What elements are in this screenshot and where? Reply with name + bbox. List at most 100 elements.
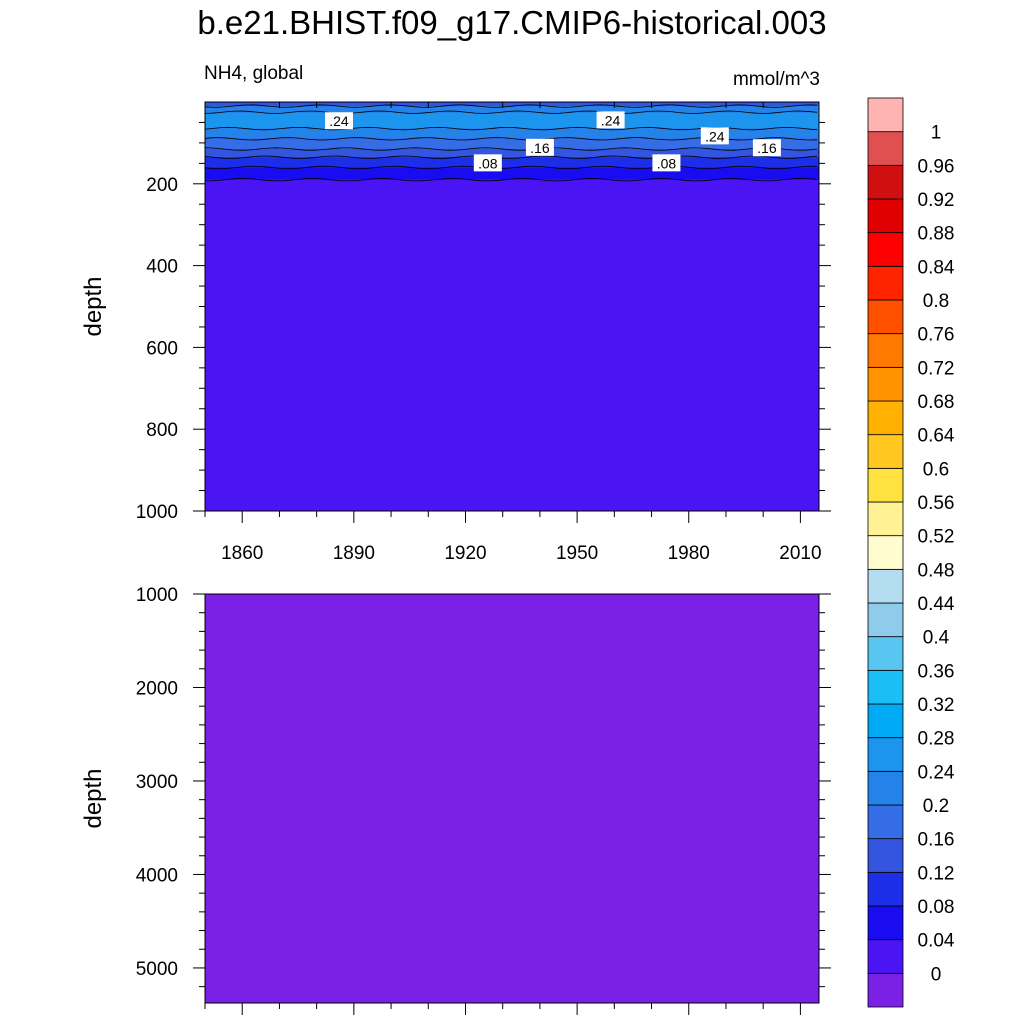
contour-label: .24 xyxy=(705,128,725,144)
colorbar-swatch xyxy=(867,535,904,570)
colorbar-label: 0.92 xyxy=(918,190,955,211)
contour-band xyxy=(205,106,819,113)
x-tick-label: 1920 xyxy=(444,543,486,564)
x-tick-label: 1860 xyxy=(221,543,263,564)
colorbar-label: 0.36 xyxy=(918,661,955,682)
y-tick-label: 200 xyxy=(146,175,178,196)
y-tick-label: 2000 xyxy=(136,678,178,699)
contour-label: .16 xyxy=(530,140,550,156)
colorbar-label: 0.96 xyxy=(918,156,955,177)
colorbar-swatch xyxy=(867,434,904,469)
contour-line xyxy=(204,165,818,170)
y-tick-label: 400 xyxy=(146,257,178,278)
colorbar-swatch xyxy=(867,467,904,503)
contour-band xyxy=(205,167,819,180)
y-tick-label: 1000 xyxy=(136,502,178,523)
colorbar-label: 0.48 xyxy=(918,560,955,581)
contour-label: .08 xyxy=(478,155,498,171)
colorbar-swatch xyxy=(867,265,904,301)
contour-line xyxy=(205,178,818,182)
chart-title: b.e21.BHIST.f09_g17.CMIP6-historical.003 xyxy=(197,4,827,41)
colorbar-label: 0.84 xyxy=(918,257,955,278)
lower-panel: 1000 2000 3000 4000 5000 depth xyxy=(80,585,831,1015)
contour-line xyxy=(204,104,818,108)
contour-label-box xyxy=(324,112,353,130)
colorbar-swatch xyxy=(867,972,904,1008)
colorbar-swatch xyxy=(867,366,904,402)
contour-band xyxy=(205,179,819,511)
contour-band xyxy=(205,157,819,168)
contour-label: .16 xyxy=(757,140,777,156)
contour-label-box xyxy=(473,154,502,172)
x-tick-label: 1980 xyxy=(668,543,710,564)
contour-line xyxy=(204,155,818,159)
contour-label-box xyxy=(596,111,625,129)
contour-label: .24 xyxy=(601,112,621,128)
colorbar: 1 0.96 0.92 0.88 0.84 0.8 0.76 0.72 0.68 0.64 0.6 0… xyxy=(867,97,955,1008)
colorbar-label: 0.28 xyxy=(918,729,955,750)
colorbar-swatch xyxy=(867,501,904,537)
colorbar-label: 0.68 xyxy=(918,392,955,413)
contour-label-box xyxy=(525,138,554,156)
contour-line xyxy=(204,147,818,151)
units-label: mmol/m^3 xyxy=(732,69,820,90)
contour-band xyxy=(205,138,819,150)
colorbar-label: 0.72 xyxy=(918,358,955,379)
contour-label-box xyxy=(752,139,781,157)
colorbar-label: 0.8 xyxy=(923,291,949,312)
x-tick-label: 1890 xyxy=(333,543,375,564)
contour-line xyxy=(204,110,818,114)
y-axis-label: depth xyxy=(80,276,107,336)
contour-label-box xyxy=(700,127,729,145)
x-tick-label: 1950 xyxy=(556,543,598,564)
colorbar-label: 0 xyxy=(931,964,942,985)
colorbar-swatch xyxy=(867,804,904,840)
colorbar-label: 0.56 xyxy=(918,493,955,514)
colorbar-swatch xyxy=(867,737,904,772)
contour-label: .08 xyxy=(657,155,677,171)
colorbar-label: 0.4 xyxy=(923,628,950,649)
colorbar-label: 0.08 xyxy=(918,897,955,918)
contour-label: .24 xyxy=(329,113,349,129)
y-tick-label: 5000 xyxy=(136,959,178,980)
contour-band xyxy=(205,102,819,107)
colorbar-label: 0.16 xyxy=(918,830,955,851)
lower-frame xyxy=(204,593,820,1004)
colorbar-label: 1 xyxy=(931,123,942,144)
colorbar-swatch xyxy=(867,838,904,873)
contour-band xyxy=(205,112,819,129)
colorbar-swatch xyxy=(867,97,904,133)
colorbar-swatch xyxy=(867,400,904,436)
colorbar-swatch xyxy=(867,636,904,671)
colorbar-label: 0.12 xyxy=(918,863,955,884)
y-tick-label: 1000 xyxy=(136,585,178,606)
y-tick-label: 800 xyxy=(146,420,178,441)
contour-band xyxy=(205,128,819,139)
contour-band xyxy=(205,149,819,158)
colorbar-label: 0.2 xyxy=(923,796,949,817)
x-tick-label: 2010 xyxy=(779,543,821,564)
colorbar-label: 0.24 xyxy=(918,762,955,783)
colorbar-swatch xyxy=(867,669,904,705)
y-tick-label: 3000 xyxy=(136,772,178,793)
colorbar-swatch xyxy=(867,131,904,166)
colorbar-swatch xyxy=(867,871,904,907)
colorbar-swatch xyxy=(867,939,904,974)
y-axis-label: depth xyxy=(80,768,107,828)
colorbar-swatch xyxy=(867,232,904,267)
colorbar-swatch xyxy=(867,905,904,941)
colorbar-swatch xyxy=(867,770,904,806)
colorbar-swatch xyxy=(867,568,904,604)
colorbar-label: 0.04 xyxy=(918,931,955,952)
colorbar-label: 0.52 xyxy=(918,527,955,548)
colorbar-label: 0.32 xyxy=(918,695,955,716)
upper-panel: .24 .24 .24 .16 .16 .08 .08 200 400 600 800 1000 186… xyxy=(80,101,831,564)
colorbar-label: 0.64 xyxy=(918,426,955,447)
colorbar-swatch xyxy=(867,164,904,200)
colorbar-swatch xyxy=(867,198,904,234)
colorbar-label: 0.76 xyxy=(918,325,955,346)
colorbar-swatch xyxy=(867,333,904,368)
colorbar-swatch xyxy=(867,299,904,335)
y-tick-label: 4000 xyxy=(136,865,178,886)
